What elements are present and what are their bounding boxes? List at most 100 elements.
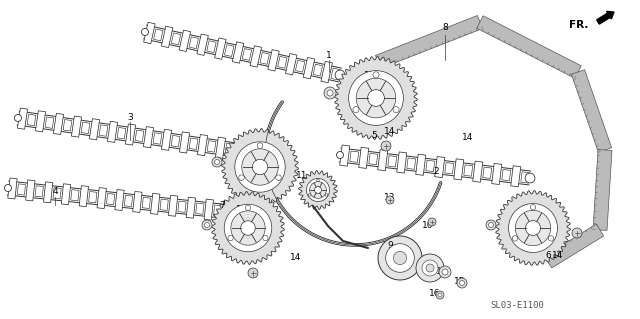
Circle shape — [212, 157, 222, 167]
Text: 17: 17 — [364, 70, 376, 79]
Polygon shape — [298, 171, 337, 210]
Polygon shape — [464, 165, 473, 176]
Polygon shape — [495, 190, 570, 265]
Polygon shape — [207, 141, 216, 152]
Polygon shape — [278, 56, 287, 68]
Circle shape — [214, 160, 220, 165]
Polygon shape — [144, 22, 155, 44]
Polygon shape — [161, 129, 172, 150]
Polygon shape — [35, 111, 45, 132]
Circle shape — [356, 78, 396, 118]
Polygon shape — [511, 166, 521, 187]
Circle shape — [235, 208, 245, 218]
Circle shape — [349, 70, 403, 125]
Circle shape — [337, 152, 344, 159]
Circle shape — [4, 184, 12, 191]
Polygon shape — [53, 113, 63, 135]
Polygon shape — [214, 38, 226, 59]
Polygon shape — [106, 193, 115, 205]
Polygon shape — [331, 68, 340, 80]
Polygon shape — [234, 140, 244, 161]
Polygon shape — [285, 54, 297, 75]
Polygon shape — [179, 132, 189, 153]
Polygon shape — [268, 50, 279, 71]
Polygon shape — [261, 149, 270, 160]
Circle shape — [265, 150, 275, 160]
Text: 7: 7 — [219, 201, 225, 210]
Polygon shape — [88, 191, 97, 203]
Circle shape — [228, 235, 233, 241]
Polygon shape — [454, 159, 464, 180]
Polygon shape — [178, 201, 186, 212]
Circle shape — [242, 149, 278, 185]
Circle shape — [488, 222, 493, 227]
Polygon shape — [27, 114, 36, 126]
Polygon shape — [388, 156, 397, 167]
Polygon shape — [216, 137, 225, 158]
Polygon shape — [260, 53, 269, 64]
Circle shape — [386, 196, 394, 204]
Polygon shape — [250, 46, 262, 67]
Polygon shape — [117, 128, 126, 139]
Circle shape — [381, 141, 391, 151]
Polygon shape — [232, 207, 239, 218]
Polygon shape — [416, 154, 426, 175]
Circle shape — [394, 251, 406, 264]
Polygon shape — [252, 143, 262, 164]
Circle shape — [525, 220, 540, 235]
Polygon shape — [445, 163, 454, 174]
Polygon shape — [115, 189, 124, 211]
Polygon shape — [172, 33, 180, 45]
Text: 13: 13 — [384, 192, 396, 202]
Circle shape — [378, 236, 422, 280]
Text: 9: 9 — [387, 241, 393, 249]
Circle shape — [202, 220, 212, 230]
Circle shape — [426, 264, 434, 272]
Polygon shape — [593, 150, 612, 230]
Circle shape — [224, 204, 272, 252]
Text: 14: 14 — [291, 254, 301, 263]
Polygon shape — [17, 184, 26, 195]
Circle shape — [422, 260, 438, 276]
Polygon shape — [426, 160, 435, 172]
Polygon shape — [197, 135, 207, 156]
Polygon shape — [359, 147, 369, 168]
Text: SL03-E1100: SL03-E1100 — [490, 300, 544, 309]
Polygon shape — [189, 37, 198, 49]
Text: 14: 14 — [462, 133, 474, 143]
Polygon shape — [196, 203, 204, 214]
Text: 10: 10 — [422, 220, 434, 229]
Circle shape — [572, 228, 582, 238]
Text: 14: 14 — [552, 250, 564, 259]
Polygon shape — [207, 41, 216, 53]
Circle shape — [310, 182, 326, 198]
Text: FR.: FR. — [568, 20, 588, 30]
Polygon shape — [135, 130, 144, 142]
Polygon shape — [225, 45, 234, 56]
Polygon shape — [81, 122, 90, 134]
Circle shape — [436, 291, 444, 299]
FancyArrow shape — [596, 11, 614, 24]
Circle shape — [317, 179, 319, 182]
Polygon shape — [473, 161, 483, 182]
Polygon shape — [521, 172, 530, 183]
Polygon shape — [186, 197, 196, 218]
Circle shape — [241, 221, 255, 235]
Circle shape — [235, 142, 285, 192]
Circle shape — [367, 90, 385, 106]
Polygon shape — [296, 60, 305, 72]
Polygon shape — [340, 145, 350, 166]
Polygon shape — [483, 167, 492, 179]
Polygon shape — [160, 199, 168, 211]
Polygon shape — [197, 34, 209, 56]
Polygon shape — [153, 133, 162, 144]
Polygon shape — [212, 191, 284, 264]
Polygon shape — [99, 125, 108, 136]
Circle shape — [509, 204, 557, 252]
Circle shape — [141, 28, 148, 35]
Circle shape — [442, 269, 448, 275]
Circle shape — [205, 222, 209, 227]
Polygon shape — [369, 153, 378, 165]
Polygon shape — [125, 124, 136, 145]
Text: 8: 8 — [442, 24, 448, 33]
